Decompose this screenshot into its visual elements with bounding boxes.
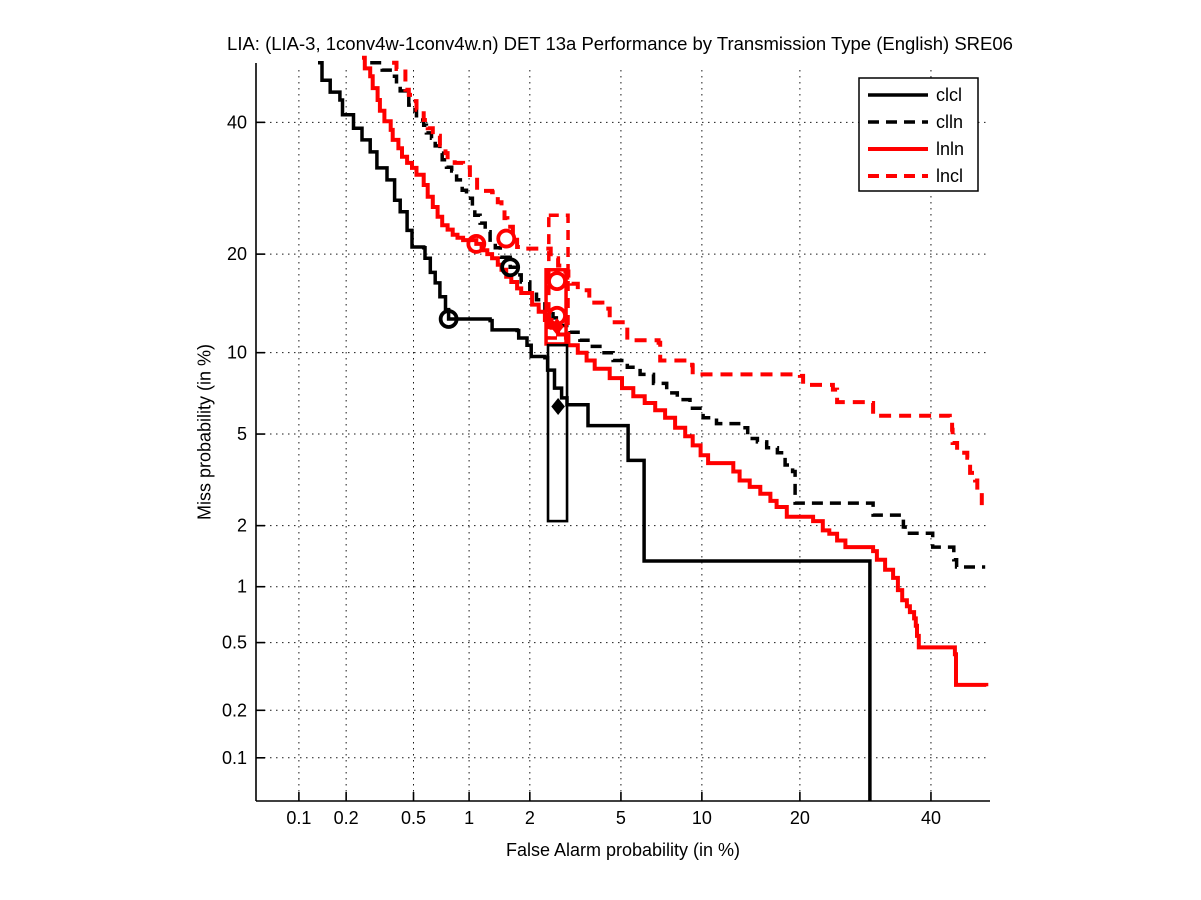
plot-area [318, 55, 989, 801]
y-tick-label-10: 10 [227, 343, 247, 363]
x-tick-label-1: 1 [464, 808, 474, 828]
legend-label-clcl: clcl [936, 85, 962, 105]
legend-label-lncl: lncl [936, 166, 963, 186]
legend-box [858, 77, 979, 192]
y-tick-label-0.2: 0.2 [222, 700, 247, 720]
x-tick-label-0.2: 0.2 [334, 808, 359, 828]
legend-label-clln: clln [936, 112, 963, 132]
x-tick-label-5: 5 [616, 808, 626, 828]
det-curve-lnln [362, 55, 989, 687]
x-tick-label-0.5: 0.5 [401, 808, 426, 828]
y-tick-label-2: 2 [237, 516, 247, 536]
x-tick-label-10: 10 [692, 808, 712, 828]
marker-diamond-6 [550, 318, 564, 336]
y-tick-label-5: 5 [237, 424, 247, 444]
legend-label-lnln: lnln [936, 139, 964, 159]
y-tick-label-20: 20 [227, 244, 247, 264]
marker-circle-3 [496, 228, 517, 249]
y-tick-label-0.5: 0.5 [222, 633, 247, 653]
y-tick-label-0.1: 0.1 [222, 748, 247, 768]
marker-circle-2 [466, 234, 487, 254]
x-axis-label: False Alarm probability (in %) [505, 840, 741, 860]
x-tick-label-0.1: 0.1 [286, 808, 311, 828]
page-title: LIA: (LIA-3, 1conv4w-1conv4w.n) DET 13a … [227, 33, 1013, 54]
det-curve-clcl [318, 61, 872, 801]
y-tick-label-40: 40 [227, 112, 247, 132]
marker-circle-4 [547, 271, 567, 292]
x-tick-label-40: 40 [921, 808, 941, 828]
legend: clcl clln lnln lncl [858, 77, 979, 192]
x-tick-label-20: 20 [790, 808, 810, 828]
marker-circle-1 [500, 257, 521, 278]
y-tick-label-1: 1 [237, 577, 247, 597]
x-tick-label-2: 2 [525, 808, 535, 828]
marker-circle-0 [438, 309, 459, 329]
confidence-box-2 [546, 343, 569, 523]
marker-diamond-7 [551, 398, 565, 416]
